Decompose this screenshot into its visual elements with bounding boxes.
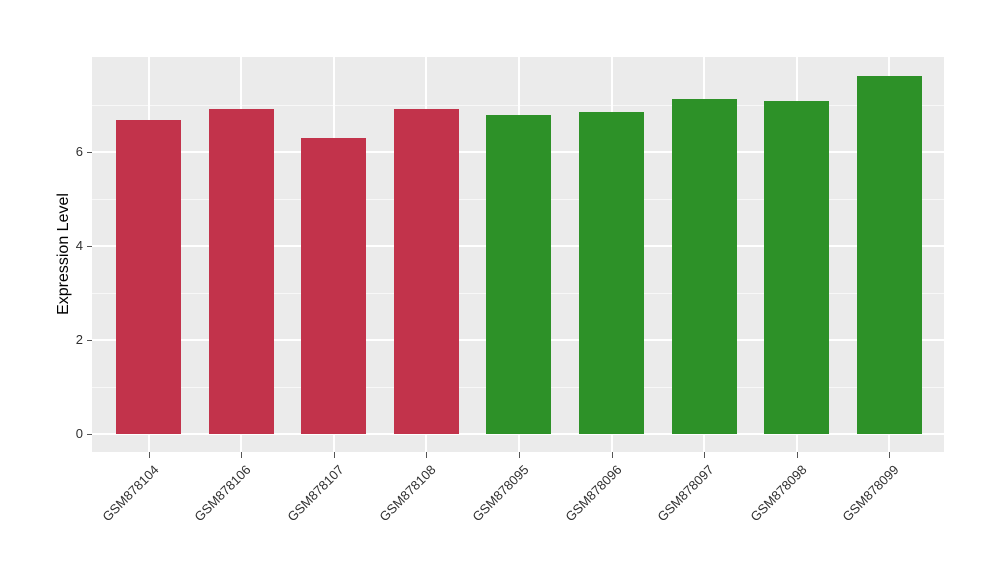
bar-GSM878104 — [116, 120, 181, 434]
x-tick-mark — [426, 452, 428, 458]
y-tick-label: 2 — [75, 332, 83, 347]
y-axis-title: Expression Level — [55, 193, 72, 315]
x-tick-mark — [518, 452, 520, 458]
x-tick-mark — [611, 452, 613, 458]
x-tick-label: GSM878099 — [839, 462, 902, 525]
y-tick-label: 6 — [75, 144, 83, 159]
x-tick-mark — [704, 452, 706, 458]
bar-GSM878098 — [764, 100, 830, 434]
y-tick-label: 4 — [75, 238, 83, 253]
y-tick-mark — [87, 340, 92, 341]
x-tick-label: GSM878104 — [98, 462, 162, 525]
bar-GSM878095 — [486, 114, 552, 434]
x-tick-label: GSM878097 — [654, 462, 717, 525]
plot-panel — [92, 57, 944, 452]
x-tick-mark — [333, 452, 335, 458]
bar-GSM878097 — [671, 98, 737, 434]
x-tick-mark — [796, 452, 798, 458]
bar-GSM878106 — [208, 108, 274, 434]
x-tick-label: GSM878107 — [284, 462, 347, 525]
x-tick-mark — [241, 452, 243, 458]
x-tick-mark — [889, 452, 891, 458]
bar-GSM878099 — [856, 75, 922, 434]
x-tick-label: GSM878096 — [561, 462, 625, 525]
x-tick-label: GSM878095 — [469, 462, 532, 525]
x-tick-label: GSM878108 — [376, 462, 439, 525]
bar-GSM878108 — [393, 108, 459, 434]
bar-GSM878107 — [301, 137, 367, 434]
y-tick-mark — [87, 152, 92, 153]
x-tick-label: GSM878106 — [191, 462, 254, 525]
y-tick-mark — [87, 246, 92, 247]
y-tick-mark — [87, 434, 92, 435]
x-tick-mark — [148, 452, 150, 458]
bar-GSM878096 — [579, 112, 644, 434]
y-tick-label: 0 — [75, 426, 83, 441]
x-tick-label: GSM878098 — [747, 462, 810, 525]
